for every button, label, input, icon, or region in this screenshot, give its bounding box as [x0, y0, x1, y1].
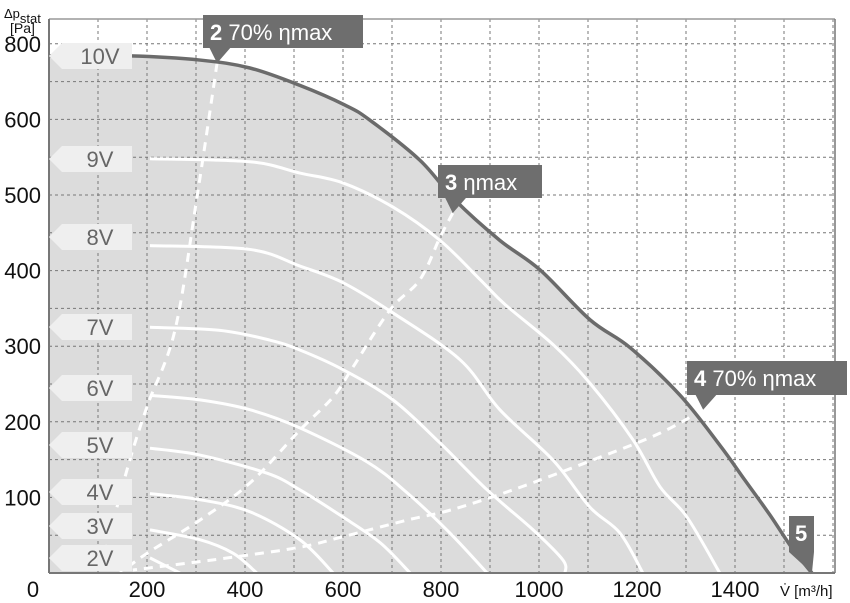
efficiency-marker-3: 3 ηmax — [438, 165, 542, 214]
curve-5v — [149, 446, 412, 575]
x-tick-label: 200 — [129, 577, 166, 602]
y-tick-label: 200 — [4, 410, 41, 435]
efficiency-line-3 — [132, 408, 704, 572]
voltage-tag-label: 8V — [87, 225, 114, 250]
operating-area-fill — [49, 55, 812, 573]
marker-text: ηmax — [457, 170, 517, 195]
x-tick-label: 1000 — [515, 577, 564, 602]
voltage-tag-7v — [49, 314, 132, 340]
marker-label: 4 70% ηmax — [694, 366, 816, 391]
curve-10v — [48, 53, 814, 575]
voltage-tag-6v — [49, 375, 132, 401]
marker-label: 5 — [795, 521, 807, 546]
efficiency-marker-2: 2 70% ηmax — [203, 15, 363, 64]
x-tick-label: 1200 — [613, 577, 662, 602]
efficiency-marker-4: 4 70% ηmax — [687, 361, 847, 410]
voltage-tag-2v — [49, 545, 132, 571]
curve-9v — [149, 157, 722, 574]
y-axis-title: Δpstat — [4, 6, 41, 26]
marker-pointer — [444, 197, 467, 214]
y-tick-label: 300 — [4, 334, 41, 359]
curve-8v — [149, 244, 645, 574]
marker-box — [203, 15, 363, 48]
marker-number: 2 — [210, 20, 222, 45]
voltage-tag-5v — [49, 432, 132, 458]
marker-text: 70% ηmax — [706, 366, 816, 391]
x-tick-label: 800 — [423, 577, 460, 602]
x-tick-label: 1400 — [711, 577, 760, 602]
voltage-tag-10v — [49, 43, 132, 69]
marker-box — [687, 361, 847, 395]
marker-text: 70% ηmax — [222, 20, 332, 45]
efficiency-line-2 — [119, 212, 455, 575]
y-tick-label: 800 — [4, 32, 41, 57]
y-axis-title-sub: stat — [20, 11, 41, 26]
voltage-tag-label: 7V — [87, 315, 114, 340]
x-axis-title: V̇ [m³/h] — [780, 583, 833, 600]
voltage-tag-label: 5V — [87, 433, 114, 458]
voltage-tag-label: 3V — [87, 514, 114, 539]
y-axis-title-main: Δp — [4, 6, 20, 21]
voltage-tag-9v — [49, 146, 132, 172]
voltage-tag-3v — [49, 513, 132, 539]
curve-4v — [149, 492, 335, 575]
marker-number: 3 — [445, 170, 457, 195]
voltage-tag-label: 10V — [80, 44, 119, 69]
marker-pointer — [695, 394, 718, 410]
x-tick-label: 400 — [227, 577, 264, 602]
y-axis-unit: [Pa] — [10, 20, 35, 36]
marker-box — [789, 516, 814, 552]
voltage-tag-label: 9V — [87, 147, 114, 172]
marker-label: 2 70% ηmax — [210, 20, 332, 45]
y-tick-label: 400 — [4, 259, 41, 284]
marker-number: 4 — [694, 366, 707, 391]
y-tick-label: 100 — [4, 485, 41, 510]
marker-box — [438, 165, 542, 198]
marker-number: 5 — [795, 521, 807, 546]
y-tick-label: 500 — [4, 183, 41, 208]
efficiency-marker-5: 5 — [789, 516, 814, 573]
voltage-tag-label: 2V — [87, 546, 114, 571]
voltage-tag-label: 6V — [87, 376, 114, 401]
y-tick-label: 600 — [4, 107, 41, 132]
x-tick-label: 600 — [325, 577, 362, 602]
marker-pointer — [789, 552, 814, 573]
voltage-tag-4v — [49, 479, 132, 505]
curve-6v — [149, 393, 489, 575]
voltage-tag-label: 4V — [87, 480, 114, 505]
x-tick-label: 0 — [27, 577, 39, 602]
voltage-tag-8v — [49, 224, 132, 250]
marker-label: 3 ηmax — [445, 170, 517, 195]
marker-pointer — [209, 47, 232, 64]
curve-3v — [149, 528, 258, 575]
curve-7v — [149, 325, 568, 574]
